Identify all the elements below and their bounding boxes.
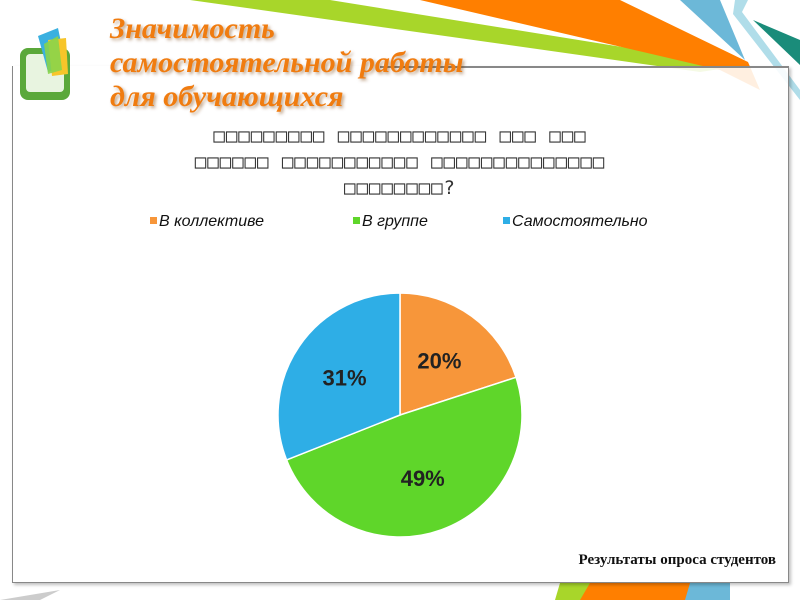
chart-title-line: □□□□□□□□□ □□□□□□□□□□□□ □□□ □□□ xyxy=(213,125,587,147)
data-label: 49% xyxy=(401,466,445,491)
legend-label: В коллективе xyxy=(159,213,265,230)
frame-top-line xyxy=(380,66,788,68)
legend-label: В группе xyxy=(362,213,428,230)
pie-slice xyxy=(285,376,523,538)
app-logo-icon xyxy=(20,28,70,100)
data-label: 31% xyxy=(322,365,366,390)
legend-item: В коллективе xyxy=(150,212,264,232)
chart-title-line: □□□□□□ □□□□□□□□□□□ □□□□□□□□□□□□□□ xyxy=(194,151,606,173)
legend-swatch xyxy=(503,217,510,224)
pie-slice xyxy=(277,292,401,461)
chart-title-line: □□□□□□□□? xyxy=(344,177,456,199)
legend-item: В группе xyxy=(353,212,428,232)
legend-item: Самостоятельно xyxy=(503,212,648,232)
slide-title-line: для обучающихся xyxy=(110,80,344,113)
slide-title-line: самостоятельной работы xyxy=(110,46,464,79)
legend-swatch xyxy=(150,217,157,224)
legend-label: Самостоятельно xyxy=(512,213,648,230)
slide-caption: Результаты опроса студентов xyxy=(578,552,776,568)
slide-title-line: Значимость xyxy=(110,12,275,45)
pie-slice xyxy=(399,292,517,417)
slide-title: Значимость самостоятельной работы для об… xyxy=(110,12,464,114)
data-label: 20% xyxy=(417,349,461,374)
legend-swatch xyxy=(353,217,360,224)
